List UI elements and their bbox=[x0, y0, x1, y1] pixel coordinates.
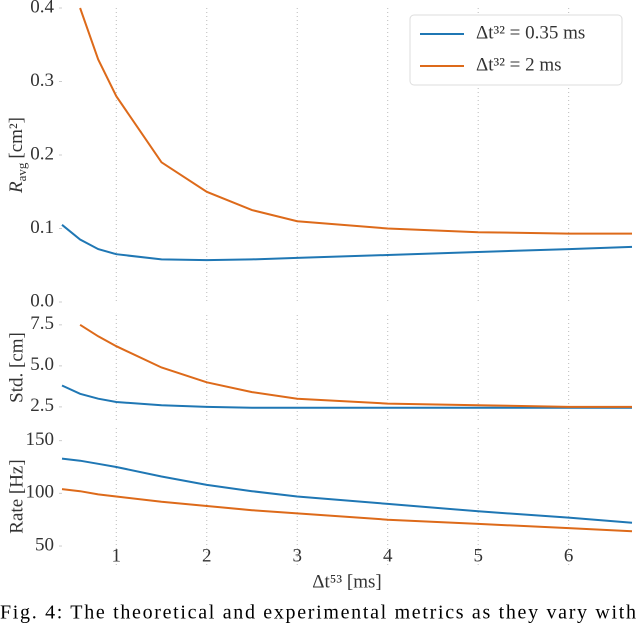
series-line bbox=[61, 457, 633, 524]
y-tick-label: 2.5 bbox=[30, 395, 54, 416]
y-tick-label: 0.3 bbox=[30, 70, 54, 91]
legend-label: Δt³² = 2 ms bbox=[476, 54, 562, 75]
y-tick-label: 150 bbox=[26, 429, 55, 450]
series-line bbox=[61, 224, 633, 262]
series-line bbox=[61, 488, 633, 533]
y-label-symbol: R bbox=[6, 181, 27, 194]
x-tick-label: 4 bbox=[383, 545, 393, 566]
y-tick-label: 0.0 bbox=[30, 290, 54, 311]
y-tick-label: 5.0 bbox=[30, 354, 54, 375]
y-tick-label: 0.2 bbox=[30, 143, 54, 164]
y-tick-label: 7.5 bbox=[30, 313, 54, 334]
legend-label: Δt³² = 0.35 ms bbox=[476, 22, 585, 43]
x-tick-label: 1 bbox=[112, 545, 122, 566]
x-axis-label: Δt⁵³ [ms] bbox=[312, 571, 381, 592]
y-tick-label: 50 bbox=[35, 534, 54, 555]
y-label-sub: avg bbox=[14, 162, 29, 181]
y-axis-label: Std. [cm] bbox=[6, 332, 27, 403]
y-axis-label: Ravg [cm²] bbox=[6, 117, 29, 194]
y-tick-label: 0.4 bbox=[30, 0, 54, 17]
y-label-unit: [cm²] bbox=[6, 117, 27, 159]
y-axis-label: Rate [Hz] bbox=[6, 459, 27, 533]
x-tick-label: 5 bbox=[473, 545, 483, 566]
x-tick-label: 6 bbox=[564, 545, 574, 566]
x-tick-label: 2 bbox=[202, 545, 212, 566]
caption: Fig. 4: The theoretical and experimental… bbox=[0, 602, 636, 624]
x-tick-label: 3 bbox=[292, 545, 302, 566]
series-line bbox=[79, 7, 632, 235]
series-line bbox=[79, 323, 632, 408]
series-line bbox=[61, 384, 632, 409]
legend-box bbox=[409, 14, 623, 86]
y-tick-label: 100 bbox=[26, 482, 55, 503]
y-tick-label: 0.1 bbox=[30, 217, 54, 238]
